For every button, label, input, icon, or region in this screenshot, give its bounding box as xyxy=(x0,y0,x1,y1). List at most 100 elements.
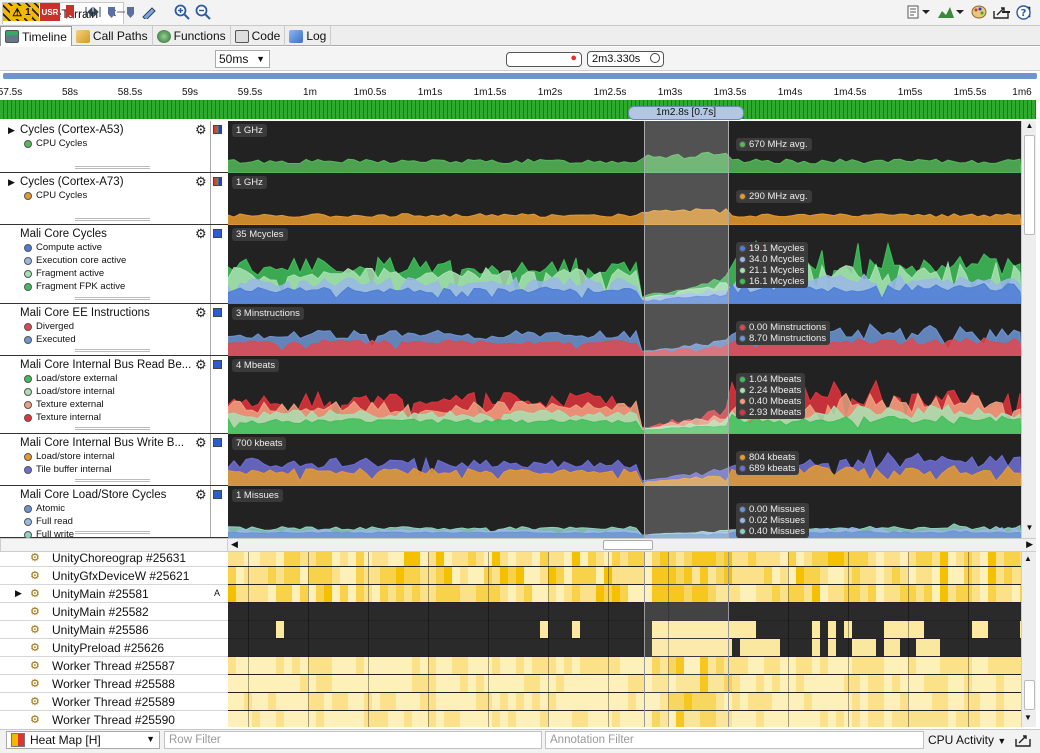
chart-label-row[interactable]: Mali Core Load/Store Cycles ⚙ Atomic Full r… xyxy=(0,486,228,538)
splitter-handle[interactable] xyxy=(0,538,228,552)
thread-heat-row[interactable] xyxy=(228,603,1021,621)
thread-row[interactable]: ⚙ Worker Thread #25588 xyxy=(0,675,228,693)
selection-range-label[interactable]: 1m2.8s [0.7s] xyxy=(628,106,744,120)
zoom-in-button[interactable] xyxy=(173,3,191,21)
thread-heat-row[interactable] xyxy=(228,657,1021,675)
legend-entry[interactable]: Executed xyxy=(24,334,76,345)
scroll-left-icon[interactable]: ◀ xyxy=(231,539,238,549)
chart-plot-row[interactable]: 3 Minstructions 0.00 Minstructions 8.70 Mi… xyxy=(228,304,1021,356)
legend-entry[interactable]: Fragment active xyxy=(24,268,104,279)
legend-entry[interactable]: Load/store internal xyxy=(24,451,115,462)
scroll-up-icon[interactable]: ▲ xyxy=(1025,121,1034,130)
time-search-input[interactable]: ● xyxy=(506,52,582,67)
activity-band[interactable] xyxy=(0,100,1036,119)
chart-plot-row[interactable]: 4 Mbeats 1.04 Mbeats 2.24 Mbeats 0.40 Mbeat… xyxy=(228,356,1021,434)
export-button[interactable] xyxy=(992,3,1010,21)
legend-entry[interactable]: CPU Cycles xyxy=(24,138,87,149)
gear-icon[interactable]: ⚙ xyxy=(195,487,207,502)
legend-entry[interactable]: Tile buffer internal xyxy=(24,464,112,475)
series-color-swatch[interactable] xyxy=(213,360,222,369)
chart-label-row[interactable]: Mali Core Internal Bus Read Be... ⚙ Load/s… xyxy=(0,356,228,434)
thread-row[interactable]: ⚙ UnityPreload #25626 xyxy=(0,639,228,657)
scroll-up-icon[interactable]: ▲ xyxy=(1024,554,1032,563)
legend-entry[interactable]: Execution core active xyxy=(24,255,126,266)
legend-entry[interactable]: Load/store internal xyxy=(24,386,115,397)
marker-range-button[interactable] xyxy=(106,3,136,21)
scroll-right-icon[interactable]: ▶ xyxy=(1026,539,1033,549)
thread-row[interactable]: ⚙ Worker Thread #25590 xyxy=(0,711,228,727)
chart-label-row[interactable]: ▶ Cycles (Cortex-A73) ⚙ CPU Cycles xyxy=(0,173,228,225)
gear-icon[interactable]: ⚙ xyxy=(195,435,207,450)
thread-row[interactable]: ⚙ UnityMain #25582 xyxy=(0,603,228,621)
thread-row[interactable]: ⚙ Worker Thread #25587 xyxy=(0,657,228,675)
threads-scroll-thumb[interactable] xyxy=(1024,680,1035,710)
scroll-down-icon[interactable]: ▼ xyxy=(1025,523,1034,532)
zoom-out-button[interactable] xyxy=(194,3,212,21)
chart-plot-row[interactable]: 1 Missues 0.00 Missues 0.02 Missues 0.40 Mi… xyxy=(228,486,1021,538)
tab-functions[interactable]: Functions xyxy=(153,26,231,46)
scroll-down-icon[interactable]: ▼ xyxy=(1024,713,1032,722)
charts-scrollbar[interactable]: ▲ ▼ xyxy=(1021,121,1036,538)
expand-triangle-icon[interactable]: ▶ xyxy=(15,588,22,598)
chart-plot-row[interactable]: 1 GHz 290 MHz avg. xyxy=(228,173,1021,225)
thread-row[interactable]: ⚙ UnityChoreograp #25631 xyxy=(0,552,228,567)
gear-icon[interactable]: ⚙ xyxy=(195,122,207,137)
tab-code[interactable]: Code xyxy=(231,26,286,46)
tab-log[interactable]: Log xyxy=(285,26,332,46)
resize-grip[interactable] xyxy=(75,166,150,169)
chart-label-row[interactable]: Mali Core EE Instructions ⚙ Diverged Execut… xyxy=(0,304,228,356)
bookmark-button[interactable] xyxy=(63,3,77,21)
series-color-swatch[interactable] xyxy=(213,308,222,317)
tab-timeline[interactable]: Timeline xyxy=(0,26,72,46)
legend-entry[interactable]: Full write xyxy=(24,529,74,538)
thread-heat-row[interactable] xyxy=(228,567,1021,585)
thread-heat-row[interactable] xyxy=(228,585,1021,603)
chart-config-button[interactable] xyxy=(936,3,966,21)
gear-icon[interactable]: ⚙ xyxy=(195,226,207,241)
resize-grip[interactable] xyxy=(75,427,150,430)
chart-label-row[interactable]: Mali Core Internal Bus Write B... ⚙ Load/s… xyxy=(0,434,228,486)
thread-heat-row[interactable] xyxy=(228,711,1021,727)
resize-grip[interactable] xyxy=(75,218,150,221)
resize-grip[interactable] xyxy=(75,297,150,300)
thread-heat-row[interactable] xyxy=(228,621,1021,639)
hscroll-thumb[interactable] xyxy=(603,540,653,550)
expand-triangle-icon[interactable]: ▶ xyxy=(8,125,15,135)
overview-bar[interactable] xyxy=(3,73,1037,79)
series-color-swatch[interactable] xyxy=(213,490,222,499)
series-color-swatch[interactable] xyxy=(213,229,222,238)
legend-entry[interactable]: CPU Cycles xyxy=(24,190,87,201)
chart-label-row[interactable]: Mali Core Cycles ⚙ Compute active Execution… xyxy=(0,225,228,304)
usr-button[interactable]: USR xyxy=(40,3,60,21)
gear-icon[interactable]: ⚙ xyxy=(195,305,207,320)
series-color-swatch[interactable] xyxy=(213,125,222,134)
gear-icon[interactable]: ⚙ xyxy=(195,174,207,189)
legend-entry[interactable]: Load/store external xyxy=(24,373,117,384)
legend-entry[interactable]: Compute active xyxy=(24,242,102,253)
series-color-swatch[interactable] xyxy=(213,438,222,447)
display-mode-select[interactable]: Heat Map [H] ▼ xyxy=(6,731,160,749)
thread-row[interactable]: ⚙ Worker Thread #25589 xyxy=(0,693,228,711)
warning-button[interactable]: ⚠ 1 xyxy=(3,3,39,21)
minimize-icon[interactable] xyxy=(1000,6,1012,18)
chart-plot-row[interactable]: 700 kbeats 804 kbeats 689 kbeats xyxy=(228,434,1021,486)
series-color-swatch[interactable] xyxy=(213,177,222,186)
charts-scroll-thumb[interactable] xyxy=(1024,135,1035,235)
chart-plot-row[interactable]: 1 GHz 670 MHz avg. xyxy=(228,121,1021,173)
help-button[interactable]: ? xyxy=(1014,3,1032,21)
legend-entry[interactable]: Full read xyxy=(24,516,73,527)
legend-entry[interactable]: Fragment FPK active xyxy=(24,281,125,292)
chart-plot-row[interactable]: 35 Mcycles 19.1 Mcycles 34.0 Mcycles 21.1 M… xyxy=(228,225,1021,304)
cpu-activity-select[interactable]: CPU Activity ▼ xyxy=(928,731,1010,749)
threads-scrollbar[interactable]: ▲ ▼ xyxy=(1021,552,1036,727)
row-filter-input[interactable]: Row Filter xyxy=(164,731,542,749)
thread-heat-row[interactable] xyxy=(228,693,1021,711)
palette-button[interactable] xyxy=(970,3,988,21)
tab-call-paths[interactable]: Call Paths xyxy=(72,26,153,46)
gear-icon[interactable]: ⚙ xyxy=(195,357,207,372)
legend-entry[interactable]: Atomic xyxy=(24,503,65,514)
expand-triangle-icon[interactable]: ▶ xyxy=(8,177,15,187)
legend-entry[interactable]: Texture internal xyxy=(24,412,101,423)
zoom-level-select[interactable]: 50ms ▼ xyxy=(215,50,270,68)
resize-grip[interactable] xyxy=(75,479,150,482)
